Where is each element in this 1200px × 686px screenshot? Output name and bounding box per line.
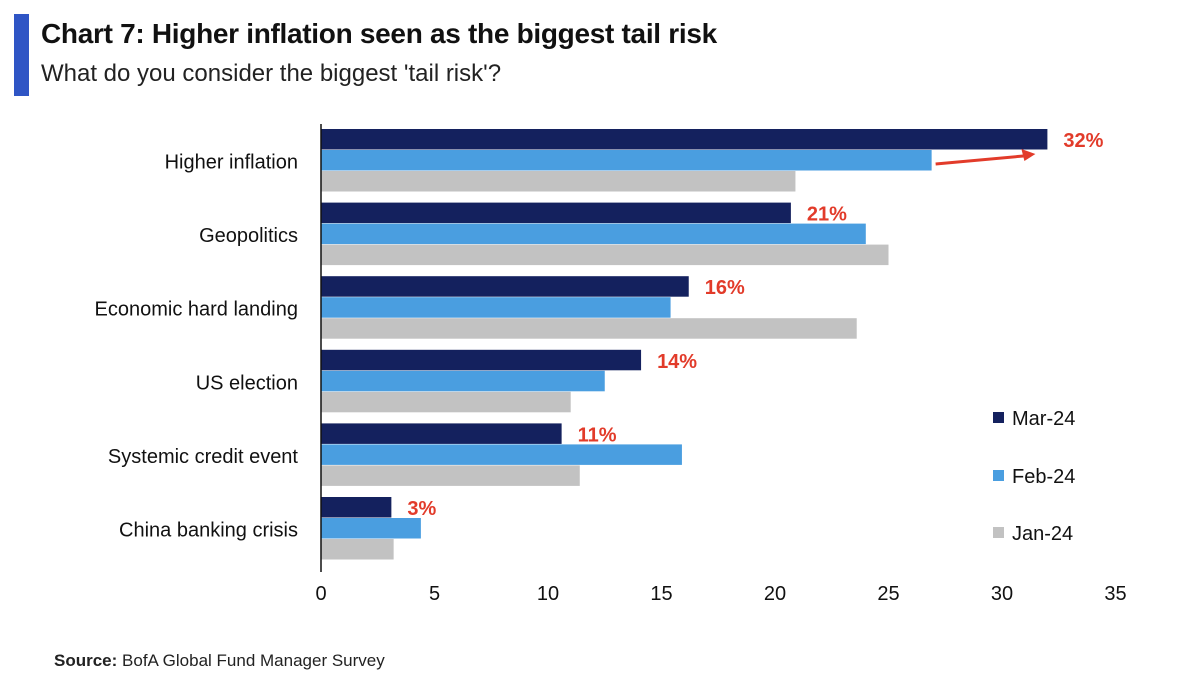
- legend-label-jan-24: Jan-24: [1012, 523, 1073, 545]
- legend-swatch-mar-24: [993, 412, 1004, 423]
- x-tick-label: 25: [877, 583, 899, 605]
- bar-jan-24-3: [321, 318, 857, 339]
- legend-label-mar-24: Mar-24: [1012, 408, 1075, 430]
- category-label: Economic hard landing: [95, 299, 298, 321]
- bar-mar-24-5: [321, 423, 562, 444]
- category-label: US election: [196, 372, 298, 394]
- data-label: 21%: [807, 204, 847, 226]
- x-tick-label: 10: [537, 583, 559, 605]
- bar-feb-24-1: [321, 150, 932, 171]
- source-label: Source:: [54, 651, 118, 670]
- x-tick-label: 30: [991, 583, 1013, 605]
- title-accent-bar: [14, 14, 29, 96]
- bar-mar-24-3: [321, 276, 689, 297]
- x-tick-label: 20: [764, 583, 786, 605]
- category-label: Geopolitics: [199, 225, 298, 247]
- bar-feb-24-5: [321, 444, 682, 465]
- bar-mar-24-1: [321, 129, 1048, 150]
- category-label: Systemic credit event: [108, 446, 299, 468]
- bar-jan-24-2: [321, 244, 889, 266]
- bar-jan-24-1: [321, 171, 796, 192]
- bar-mar-24-6: [321, 497, 392, 518]
- data-label: 14%: [657, 351, 697, 373]
- source-text: BofA Global Fund Manager Survey: [122, 651, 385, 670]
- bar-mar-24-4: [321, 349, 642, 371]
- source-note: Source: BofA Global Fund Manager Survey: [54, 651, 385, 671]
- bar-jan-24-6: [321, 539, 394, 560]
- x-tick-label: 35: [1104, 583, 1126, 605]
- bar-feb-24-6: [321, 518, 421, 539]
- legend-label-feb-24: Feb-24: [1012, 466, 1075, 488]
- data-label: 32%: [1063, 130, 1103, 152]
- bar-jan-24-4: [321, 391, 571, 413]
- trend-arrow-line: [935, 154, 1024, 166]
- chart-title: Chart 7: Higher inflation seen as the bi…: [41, 18, 717, 49]
- x-tick-label: 0: [315, 583, 326, 605]
- category-label: China banking crisis: [119, 520, 298, 542]
- data-label: 16%: [705, 277, 745, 299]
- x-tick-label: 15: [650, 583, 672, 605]
- x-tick-label: 5: [429, 583, 440, 605]
- legend-swatch-jan-24: [993, 527, 1004, 538]
- data-label: 3%: [407, 498, 436, 520]
- legend-swatch-feb-24: [993, 470, 1004, 481]
- bar-feb-24-3: [321, 297, 671, 318]
- chart-subtitle: What do you consider the biggest 'tail r…: [41, 60, 502, 87]
- bar-feb-24-4: [321, 370, 605, 392]
- bar-feb-24-2: [321, 223, 866, 245]
- bar-mar-24-2: [321, 202, 791, 224]
- trend-arrow-head: [1021, 149, 1036, 161]
- data-label: 11%: [578, 424, 617, 446]
- category-label: Higher inflation: [165, 152, 298, 174]
- bar-jan-24-5: [321, 465, 580, 486]
